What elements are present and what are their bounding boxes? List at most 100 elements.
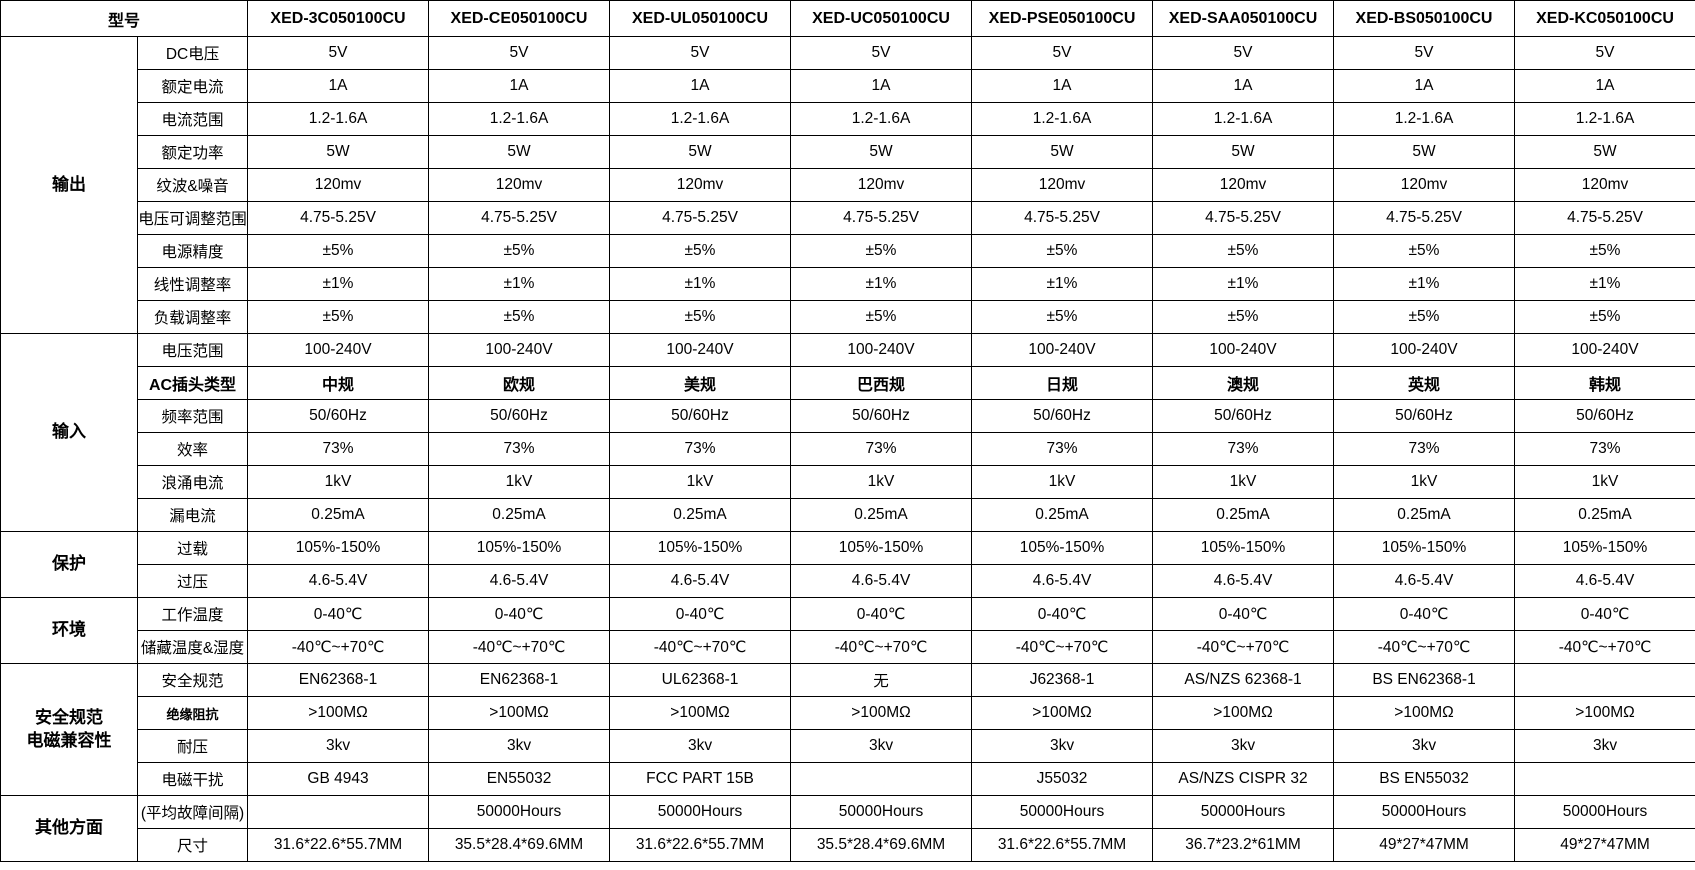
model-header: XED-PSE050100CU [971,0,1154,37]
spec-cell: 31.6*22.6*55.7MM [971,828,1154,862]
header-row: 型号 XED-3C050100CU XED-CE050100CU XED-UL050… [0,0,1695,37]
spec-cell: ±5% [247,234,430,268]
spec-cell: ±5% [1152,234,1335,268]
spec-cell: >100MΩ [790,696,973,730]
spec-cell: 5W [247,135,430,169]
spec-cell: 0.25mA [1152,498,1335,532]
spec-cell: 105%-150% [971,531,1154,565]
row-label: DC电压 [136,36,249,70]
model-header: XED-BS050100CU [1333,0,1516,37]
spec-cell: 105%-150% [609,531,792,565]
spec-cell: ±1% [971,267,1154,301]
spec-cell: 3kv [247,729,430,763]
table-row: 额定电流 1A 1A 1A 1A 1A 1A 1A 1A [1,69,1695,103]
spec-cell: 4.75-5.25V [790,201,973,235]
spec-cell: ±1% [428,267,611,301]
spec-cell: 0.25mA [428,498,611,532]
spec-cell: 50000Hours [1152,795,1335,829]
spec-cell: 4.6-5.4V [609,564,792,598]
spec-cell: 5W [428,135,611,169]
table-row: 输出 DC电压 5V 5V 5V 5V 5V 5V 5V 5V [0,36,1695,334]
spec-cell: 120mv [1514,168,1695,202]
row-label: 效率 [136,432,249,466]
spec-cell: 5W [971,135,1154,169]
table-row: AC插头类型 中规 欧规 美规 巴西规 日规 澳规 英规 韩规 [1,366,1695,400]
spec-cell: 50/60Hz [1514,399,1695,433]
spec-cell: 3kv [1333,729,1516,763]
spec-cell: ±5% [609,300,792,334]
spec-cell: 0-40℃ [609,597,792,631]
row-label: 工作温度 [136,597,249,631]
spec-cell: 4.75-5.25V [247,201,430,235]
spec-cell: 1.2-1.6A [609,102,792,136]
table-row: 频率范围 50/60Hz 50/60Hz 50/60Hz 50/60Hz 50/60Hz 5… [1,399,1695,433]
spec-cell: 1.2-1.6A [1152,102,1335,136]
table-row: 环境 工作温度 0-40℃ 0-40℃ 0-40℃ 0-40℃ 0-40℃ 0-40℃ 0-40… [0,597,1695,664]
spec-cell: 4.75-5.25V [971,201,1154,235]
row-label: 纹波&噪音 [136,168,249,202]
spec-cell: 31.6*22.6*55.7MM [609,828,792,862]
spec-cell: 1kV [1152,465,1335,499]
spec-cell: GB 4943 [247,762,430,796]
spec-cell: 73% [1152,432,1335,466]
spec-cell: 5W [609,135,792,169]
spec-cell: 100-240V [609,333,792,367]
spec-cell: 50000Hours [1514,795,1695,829]
table-row: 储藏温度&湿度 -40℃~+70℃ -40℃~+70℃ -40℃~+70℃ -40℃~+… [1,630,1695,664]
spec-cell: 35.5*28.4*69.6MM [428,828,611,862]
group-label: 安全规范 电磁兼容性 [0,663,138,796]
spec-cell: 0.25mA [971,498,1154,532]
spec-cell: 0-40℃ [428,597,611,631]
table-row: 耐压 3kv 3kv 3kv 3kv 3kv 3kv 3kv 3kv [1,729,1695,763]
spec-cell: >100MΩ [247,696,430,730]
row-label: 耐压 [136,729,249,763]
spec-cell: 105%-150% [1333,531,1516,565]
spec-cell: ±5% [1333,300,1516,334]
row-label: 频率范围 [136,399,249,433]
spec-cell: 英规 [1333,366,1516,400]
spec-cell: 50/60Hz [790,399,973,433]
spec-cell: 1A [247,69,430,103]
spec-cell [1514,762,1695,796]
spec-cell: 105%-150% [428,531,611,565]
spec-cell: -40℃~+70℃ [1333,630,1516,664]
spec-cell: 1A [428,69,611,103]
spec-cell: ±5% [971,300,1154,334]
spec-cell [790,762,973,796]
spec-cell: 120mv [971,168,1154,202]
spec-cell: 100-240V [1152,333,1335,367]
spec-cell: 澳规 [1152,366,1335,400]
row-label: 储藏温度&湿度 [136,630,249,664]
table-row: 电压可调整范围 4.75-5.25V 4.75-5.25V 4.75-5.25V 4.7… [1,201,1695,235]
row-label: 电压范围 [136,333,249,367]
model-header: XED-CE050100CU [428,0,611,37]
spec-cell: 4.6-5.4V [1152,564,1335,598]
spec-cell: 0-40℃ [1333,597,1516,631]
spec-cell: >100MΩ [1514,696,1695,730]
spec-cell: 49*27*47MM [1514,828,1695,862]
group-label: 其他方面 [0,795,138,862]
spec-cell: 5V [1333,36,1516,70]
spec-cell: -40℃~+70℃ [971,630,1154,664]
spec-cell: 1.2-1.6A [971,102,1154,136]
table-row: 尺寸 31.6*22.6*55.7MM 35.5*28.4*69.6MM 31.6*2… [1,828,1695,862]
spec-cell: 50/60Hz [1152,399,1335,433]
row-label: 安全规范 [136,663,249,697]
spec-cell: 5W [790,135,973,169]
row-label: (平均故障间隔) [136,795,249,829]
spec-cell: ±1% [790,267,973,301]
spec-cell: 49*27*47MM [1333,828,1516,862]
row-label: 电源精度 [136,234,249,268]
spec-cell: 4.75-5.25V [609,201,792,235]
spec-cell: 1A [790,69,973,103]
spec-cell: 1kV [609,465,792,499]
spec-cell: 35.5*28.4*69.6MM [790,828,973,862]
spec-cell: 105%-150% [1514,531,1695,565]
spec-cell: 73% [790,432,973,466]
spec-cell: BS EN62368-1 [1333,663,1516,697]
spec-cell: ±5% [1514,300,1695,334]
group-label: 环境 [0,597,138,664]
spec-cell: 50/60Hz [1333,399,1516,433]
spec-cell: 120mv [1333,168,1516,202]
spec-cell: 5V [247,36,430,70]
